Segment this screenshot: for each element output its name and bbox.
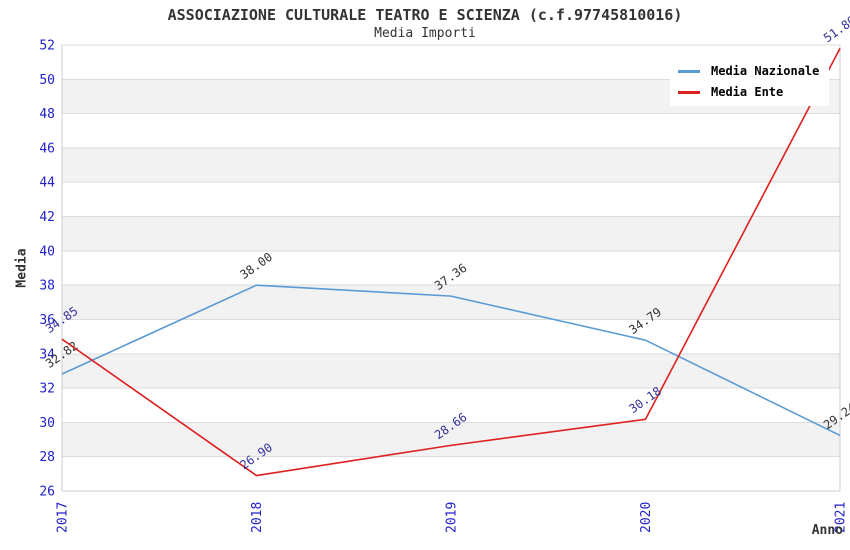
x-tick-label: 2021 [834, 502, 849, 533]
chart-subtitle: Media Importi [374, 26, 476, 41]
x-axis-title: Anno [811, 523, 843, 538]
y-tick-label: 38 [39, 279, 55, 294]
series-line-media-ente [61, 48, 841, 477]
x-tick-label: 2019 [445, 502, 460, 533]
y-tick-label: 26 [39, 485, 55, 500]
y-tick-label: 44 [39, 176, 55, 191]
y-tick-label: 28 [39, 450, 55, 465]
legend-item: Media Nazionale [678, 64, 819, 78]
y-tick-label: 30 [39, 416, 55, 431]
y-tick-label: 52 [39, 39, 55, 54]
plot-band [62, 182, 840, 217]
legend-item: Media Ente [678, 85, 819, 99]
plot-band [62, 353, 840, 389]
y-tick-label: 50 [39, 73, 55, 88]
y-tick-label: 42 [39, 210, 55, 225]
plot-band [62, 422, 840, 457]
legend-label: Media Ente [711, 85, 784, 99]
legend-swatch-line-icon [678, 69, 700, 73]
chart-title: ASSOCIAZIONE CULTURALE TEATRO E SCIENZA … [167, 6, 683, 24]
y-tick-label: 46 [39, 141, 55, 156]
legend: Media Nazionale Media Ente [670, 57, 830, 106]
plot-band [62, 216, 840, 251]
series-line-media-nazionale [61, 284, 841, 437]
point-value-label: 51.80 [821, 13, 850, 45]
y-tick-label: 40 [39, 244, 55, 259]
y-tick-label: 34 [39, 347, 55, 362]
plot-band [62, 388, 840, 423]
plot-band [62, 456, 840, 491]
plot-band [62, 319, 840, 354]
plot-band [62, 147, 840, 183]
y-axis-title: Media [14, 248, 30, 288]
x-tick-label: 2020 [639, 502, 654, 533]
x-tick-label: 2017 [56, 502, 71, 533]
legend-swatch-line-icon [678, 90, 700, 94]
y-tick-label: 36 [39, 313, 55, 328]
y-tick-label: 32 [39, 382, 55, 397]
y-tick-label: 48 [39, 107, 55, 122]
x-tick-label: 2018 [250, 502, 265, 533]
plot-band [62, 250, 840, 286]
legend-label: Media Nazionale [711, 64, 820, 78]
plot-band [62, 113, 840, 148]
plot-band [62, 285, 840, 320]
